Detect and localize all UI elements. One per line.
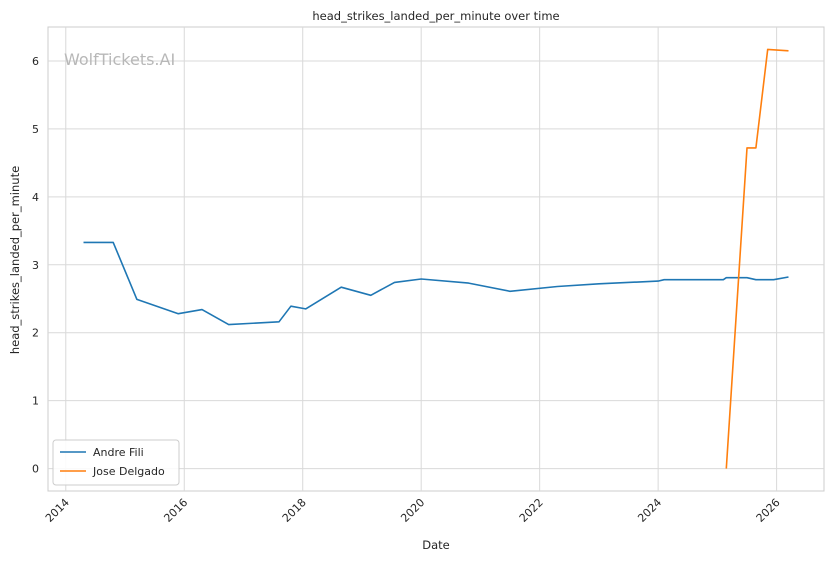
y-tick-label: 0 xyxy=(32,463,39,476)
y-axis-ticks: 0 1 2 3 4 5 6 xyxy=(32,55,39,476)
y-tick-label: 3 xyxy=(32,259,39,272)
grid xyxy=(48,27,824,491)
series-line-andre-fili xyxy=(83,241,789,326)
y-tick-label: 2 xyxy=(32,327,39,340)
y-tick-label: 4 xyxy=(32,191,39,204)
y-axis-title: head_strikes_landed_per_minute xyxy=(8,166,22,354)
x-tick-label: 2014 xyxy=(43,496,72,525)
x-tick-label: 2022 xyxy=(517,496,546,525)
y-tick-label: 5 xyxy=(32,123,39,136)
x-tick-label: 2026 xyxy=(754,496,783,525)
x-tick-label: 2018 xyxy=(280,496,309,525)
series-lines xyxy=(83,48,789,469)
series-line-jose-delgado xyxy=(725,48,789,469)
x-tick-label: 2016 xyxy=(161,496,190,525)
legend-label-andre-fili: Andre Fili xyxy=(93,446,144,459)
legend-label-jose-delgado: Jose Delgado xyxy=(92,465,165,478)
y-tick-label: 6 xyxy=(32,55,39,68)
y-tick-label: 1 xyxy=(32,395,39,408)
legend: Andre Fili Jose Delgado xyxy=(52,439,180,486)
watermark: WolfTickets.AI xyxy=(64,50,175,69)
x-tick-label: 2020 xyxy=(398,496,427,525)
x-tick-label: 2024 xyxy=(635,496,664,525)
x-axis-title: Date xyxy=(422,538,450,552)
x-axis-ticks: 2014 2016 2018 2020 2022 2024 2026 xyxy=(43,496,783,525)
chart-title: head_strikes_landed_per_minute over time xyxy=(312,9,559,23)
plot-area xyxy=(47,26,825,492)
